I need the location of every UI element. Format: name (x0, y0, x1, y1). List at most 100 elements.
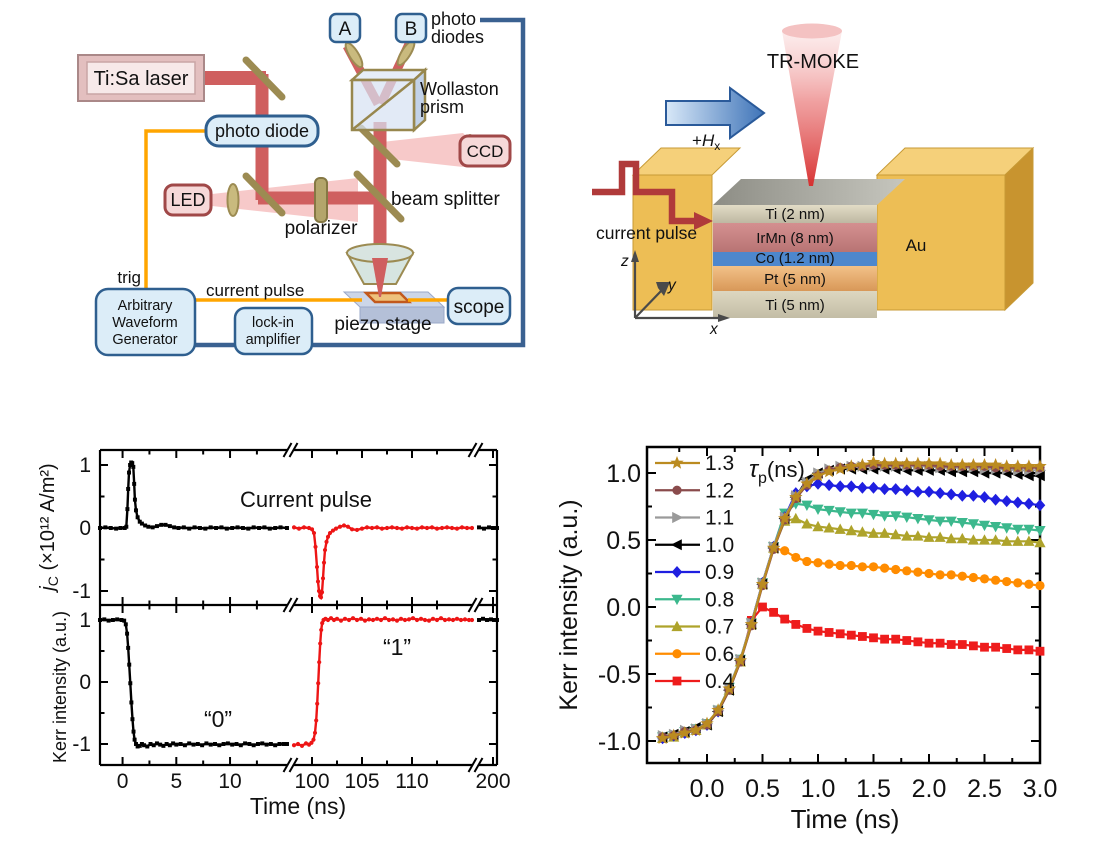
svg-text:Current pulse: Current pulse (240, 487, 372, 512)
lens-icon (226, 183, 240, 217)
svg-text:1.5: 1.5 (856, 775, 891, 803)
mirror-icon (357, 124, 401, 168)
svg-text:-1: -1 (72, 733, 91, 756)
layer-ti-top (713, 205, 877, 223)
svg-text:0.6: 0.6 (705, 643, 734, 666)
awg-label: Waveform (112, 315, 178, 331)
photodiode-a-box (328, 12, 362, 44)
sample-surface (713, 179, 905, 205)
current-pulse-icon (592, 160, 713, 230)
mirror-icon (242, 172, 286, 217)
layer-label: Ti (2 nm) (765, 206, 824, 223)
coordinate-axes (631, 250, 730, 322)
svg-text:105: 105 (344, 770, 379, 793)
awg-label: Generator (112, 332, 177, 348)
scope-box (446, 286, 512, 326)
x-axis-label: Time (ns) (791, 804, 900, 834)
svg-text:3.0: 3.0 (1023, 775, 1058, 803)
svg-text:-1: -1 (72, 580, 91, 603)
plot-frame (645, 445, 1042, 765)
axis-x-label: x (709, 321, 719, 338)
svg-text:“0”: “0” (204, 706, 232, 732)
led-box (163, 183, 213, 217)
awg-box (94, 287, 197, 357)
svg-text:1.3: 1.3 (705, 452, 734, 475)
svg-text:0.5: 0.5 (606, 527, 641, 555)
current-pulse-label: current pulse (206, 281, 304, 300)
x-tick-labels: 0 5 10 100 105 110 200 (117, 770, 511, 793)
svg-text:1.1: 1.1 (705, 507, 734, 530)
wollaston-prism-icon (348, 67, 429, 133)
layer-stack (713, 205, 877, 318)
left-electrode (631, 147, 742, 311)
svg-text:0: 0 (117, 770, 129, 793)
sample-icon (362, 291, 413, 304)
svg-text:2.5: 2.5 (967, 775, 1002, 803)
y-axis-label-kerr: Kerr intensity (a.u.) (50, 611, 70, 763)
svg-text:5: 5 (170, 770, 182, 793)
svg-text:-1.0: -1.0 (598, 728, 641, 756)
legend-item-1.1: 1.1 (655, 507, 734, 530)
layer-label: Ti (5 nm) (765, 297, 824, 314)
svg-text:0.5: 0.5 (745, 775, 780, 803)
axis-break-marks (282, 442, 484, 773)
series-kerr write (98, 617, 289, 749)
photodiode-a-label: A (339, 19, 352, 40)
field-arrow-icon (665, 86, 766, 140)
photo-diodes-label: diodes (431, 27, 484, 47)
svg-text:110: 110 (395, 770, 428, 793)
svg-text:0: 0 (79, 671, 91, 694)
tick-labels: 0.0 0.5 1.0 1.5 2.0 2.5 3.0 1.0 0.5 0.0 -0.5 -1.0 (598, 460, 1057, 803)
legend-item-0.8: 0.8 (655, 588, 734, 611)
svg-text:1.0: 1.0 (705, 534, 734, 557)
y-axis-label: Kerr intensity (a.u.) (555, 499, 583, 710)
svg-text:1.0: 1.0 (801, 775, 836, 803)
mirror-icons (242, 56, 405, 223)
photo-diode-box (204, 114, 320, 148)
piezo-stage (342, 291, 446, 324)
wollaston-label: Wollaston (420, 79, 499, 99)
series-baseline (477, 525, 499, 531)
svg-text:0: 0 (79, 517, 91, 540)
wollaston-label: prism (420, 97, 464, 117)
photo-diode-label: photo diode (215, 121, 309, 141)
polarizer-icon (314, 177, 328, 223)
axis-z-label: z (620, 253, 629, 270)
axis-y-label: y (667, 277, 677, 294)
legend-item-1.0: 1.0 (655, 534, 734, 557)
svg-text:10: 10 (218, 770, 241, 793)
right-electrode (875, 146, 1035, 312)
legend-title: τp(ns) (749, 456, 805, 487)
legend-item-0.9: 0.9 (655, 561, 734, 584)
awg-label: Arbitrary (118, 298, 174, 314)
lockin-label: lock-in (252, 315, 294, 331)
electrode-label: Au (906, 236, 927, 255)
layer-irmn (713, 223, 877, 252)
layer-co (713, 252, 877, 266)
laser-box (77, 54, 205, 102)
legend-item-0.7: 0.7 (655, 616, 734, 639)
trigger-wire (144, 129, 207, 295)
svg-text:1.2: 1.2 (705, 479, 734, 502)
svg-text:1: 1 (79, 609, 91, 632)
kerr-pulsewidth-chart: 0.0 0.5 1.0 1.5 2.0 2.5 3.0 1.0 0.5 0.0 -0.5 -1.0 1.… (555, 445, 1057, 834)
y-axis-label-jc: jC (×10¹² A/m²) (37, 463, 61, 593)
svg-text:2.0: 2.0 (912, 775, 947, 803)
x-axis-label: Time (ns) (250, 793, 346, 819)
svg-text:-0.5: -0.5 (598, 661, 641, 689)
legend-item-0.4: 0.4 (655, 670, 735, 693)
beam-splitter-label: beam splitter (391, 189, 500, 210)
series-baseline (477, 616, 499, 622)
svg-text:200: 200 (475, 770, 510, 793)
technique-label: TR-MOKE (767, 51, 859, 73)
svg-text:1: 1 (79, 454, 91, 477)
ticks (647, 447, 1041, 763)
trig-label: trig (117, 268, 141, 287)
series-reset pulse (291, 523, 475, 601)
x-ticks (121, 450, 494, 765)
emitter-boxes (163, 134, 512, 217)
beam-splitter-icon (353, 170, 405, 223)
signal-wire (150, 17, 526, 348)
